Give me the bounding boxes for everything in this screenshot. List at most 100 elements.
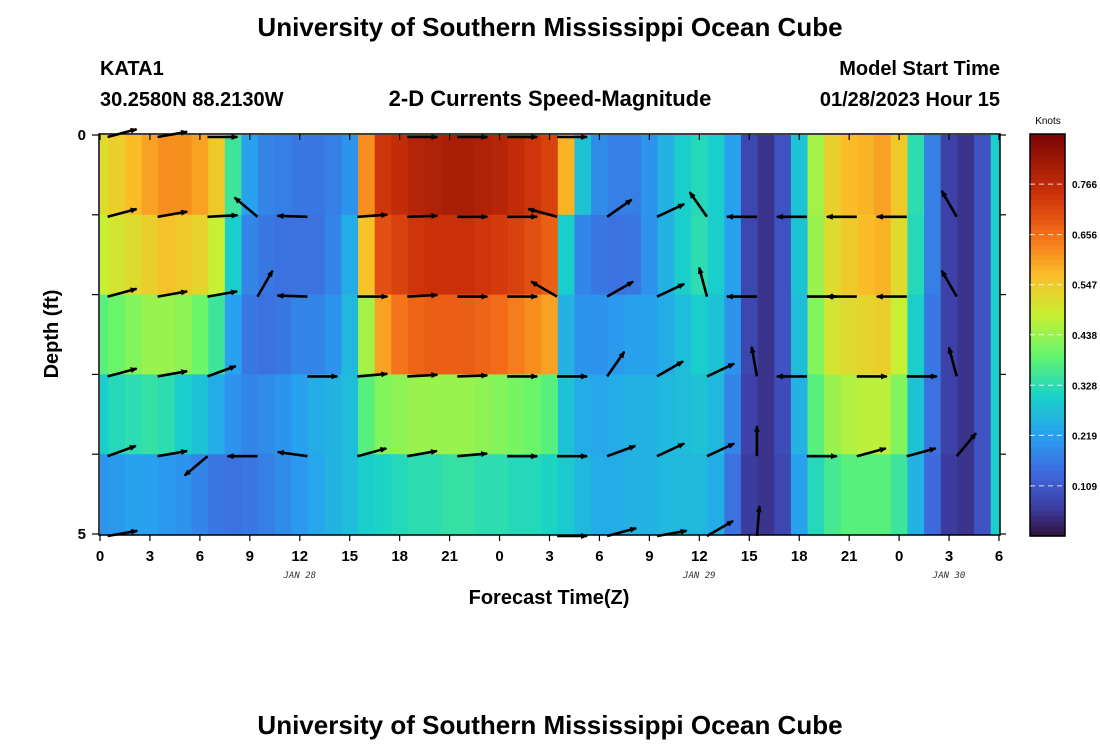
heatmap-cell: [274, 374, 293, 455]
heatmap-cell: [258, 374, 276, 455]
colorbar-segment: [1030, 355, 1065, 361]
heatmap-cell: [990, 454, 1000, 535]
heatmap-cell: [457, 454, 476, 535]
heatmap-cell: [457, 294, 476, 375]
colorbar-segment: [1030, 199, 1065, 205]
heatmap-cell: [358, 294, 376, 375]
heatmap-cell: [990, 294, 1000, 375]
colorbar-tick-label: 0.219: [1072, 431, 1097, 442]
x-tick-label: 3: [945, 548, 953, 565]
heatmap-cell: [341, 135, 359, 216]
heatmap-cell: [641, 294, 659, 375]
heatmap-cell: [574, 214, 592, 296]
heatmap-cell: [740, 374, 759, 455]
colorbar-segment: [1030, 159, 1065, 165]
heatmap-cell: [141, 214, 159, 296]
heatmap-cell: [657, 214, 675, 296]
current-vector-arrow: [357, 447, 388, 458]
heatmap-cell: [191, 374, 209, 455]
chart-subtitle: 2-D Currents Speed-Magnitude: [389, 86, 712, 111]
colorbar-segment: [1030, 475, 1065, 482]
current-vector-arrow: [407, 449, 438, 458]
heatmap-cell: [874, 454, 892, 535]
colorbar-tick-label: 0.547: [1072, 281, 1097, 292]
colorbar-segment: [1030, 390, 1065, 396]
colorbar-segment: [1030, 169, 1065, 175]
colorbar-segment: [1030, 380, 1065, 386]
colorbar-segment: [1030, 495, 1065, 502]
current-vector-arrow: [606, 444, 637, 458]
heatmap-cell: [108, 214, 126, 296]
current-vector-arrow: [107, 287, 138, 298]
colorbar-segment: [1030, 204, 1065, 210]
heatmap-cell: [807, 135, 825, 216]
heatmap-cell: [291, 454, 309, 535]
heatmap-cell: [358, 454, 376, 535]
heatmap-cell: [391, 374, 409, 455]
colorbar-segment: [1030, 360, 1065, 366]
heatmap-cell: [507, 374, 526, 455]
heatmap-cell: [790, 214, 809, 296]
heatmap-cell: [258, 454, 276, 535]
model-start-label: Model Start Time: [839, 58, 1000, 80]
colorbar-segment: [1030, 209, 1065, 216]
heatmap-cell: [274, 294, 293, 375]
heatmap-cell: [124, 374, 143, 455]
heatmap-cell: [241, 135, 259, 216]
heatmap-cell: [341, 454, 359, 535]
heatmap-cell: [990, 374, 1000, 455]
heatmap-cell: [441, 214, 459, 296]
heatmap-cell: [607, 135, 626, 216]
heatmap-cell: [990, 214, 1000, 296]
heatmap-cell: [674, 374, 692, 455]
heatmap-cell: [924, 135, 942, 216]
heatmap-cell: [424, 135, 442, 216]
colorbar-segment: [1030, 164, 1065, 170]
colorbar-label: Knots: [1035, 116, 1061, 127]
heatmap-cell: [324, 294, 342, 375]
heatmap-cell: [691, 135, 709, 216]
heatmap-cell: [691, 374, 709, 455]
heatmap-cell: [524, 294, 542, 375]
colorbar-segment: [1030, 179, 1065, 185]
heatmap-cell: [108, 294, 126, 375]
heatmap-cell: [191, 454, 209, 535]
heatmap-cell: [724, 374, 742, 455]
colorbar-segment: [1030, 259, 1065, 266]
current-vector-arrow: [276, 213, 308, 219]
heatmap-cell: [441, 294, 459, 375]
x-tick-label: 0: [895, 548, 903, 565]
current-vector-arrow: [183, 455, 209, 477]
heatmap-cell: [507, 135, 526, 216]
heatmap: [100, 135, 1000, 535]
heatmap-cell: [474, 135, 492, 216]
heatmap-cell: [624, 294, 642, 375]
heatmap-cell: [224, 135, 243, 216]
heatmap-cell: [591, 294, 609, 375]
heatmap-cell: [541, 374, 559, 455]
heatmap-cell: [641, 135, 659, 216]
heatmap-cell: [757, 454, 775, 535]
heatmap-cell: [790, 135, 809, 216]
current-vector-arrow: [107, 367, 138, 378]
heatmap-cell: [541, 135, 559, 216]
heatmap-cell: [241, 374, 259, 455]
colorbar-segment: [1030, 289, 1065, 296]
x-tick-label: 21: [441, 548, 458, 565]
heatmap-cell: [641, 374, 659, 455]
heatmap-cell: [191, 135, 209, 216]
current-vector-arrow: [688, 191, 709, 218]
heatmap-cell: [491, 135, 509, 216]
heatmap-cell: [158, 454, 176, 535]
heatmap-cell: [840, 214, 859, 296]
heatmap-cell: [724, 214, 742, 296]
heatmap-cell: [924, 454, 942, 535]
heatmap-cell: [258, 135, 276, 216]
colorbar-segment: [1030, 490, 1065, 497]
current-vector-arrow: [947, 346, 958, 377]
heatmap-cell: [358, 214, 376, 296]
heatmap-cell: [141, 374, 159, 455]
current-vector-arrow: [856, 447, 887, 458]
heatmap-cell: [907, 374, 925, 455]
colorbar-segment: [1030, 149, 1065, 155]
